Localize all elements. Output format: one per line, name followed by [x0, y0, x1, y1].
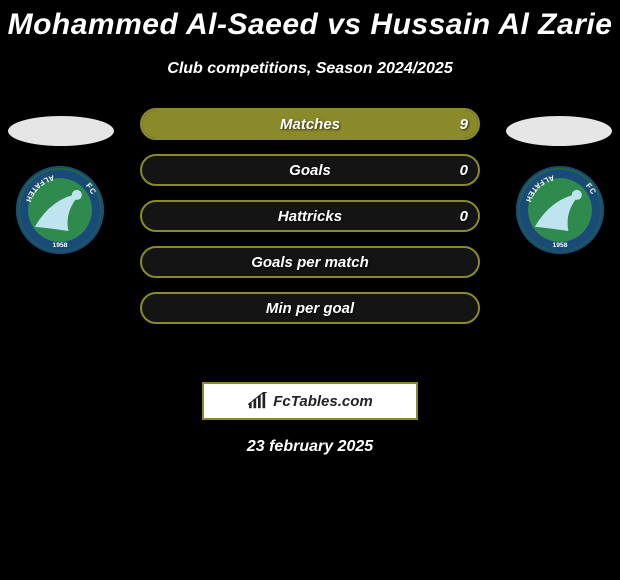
alfateh-badge-icon: ALFATEH FC 1958 [18, 168, 102, 252]
date-label: 23 february 2025 [0, 438, 620, 456]
country-flag-left [8, 116, 114, 146]
club-badge-right: ALFATEH FC 1958 [516, 166, 604, 254]
bar-chart-icon [247, 392, 269, 410]
stat-bar: Min per goal [140, 292, 480, 324]
stat-bar-label: Min per goal [266, 300, 354, 317]
country-flag-right [506, 116, 612, 146]
stat-bar: Hattricks 0 [140, 200, 480, 232]
stat-bar-label: Hattricks [278, 208, 342, 225]
svg-text:1958: 1958 [553, 242, 568, 249]
stat-bar: Matches 9 [140, 108, 480, 140]
stat-bar-right-value: 0 [460, 162, 468, 179]
comparison-area: ALFATEH FC 1958 ALFATEH FC 1958 Matches 9… [0, 108, 620, 368]
club-badge-left: ALFATEH FC 1958 [16, 166, 104, 254]
brand-label: FcTables.com [273, 393, 372, 410]
svg-text:1958: 1958 [53, 242, 68, 249]
stat-bar-label: Goals [289, 162, 331, 179]
stat-bar-label: Matches [280, 116, 340, 133]
stat-bars: Matches 9 Goals 0 Hattricks 0 Goals per match M… [140, 108, 480, 324]
brand-box: FcTables.com [202, 382, 418, 420]
page-title: Mohammed Al-Saeed vs Hussain Al Zarie [0, 0, 620, 42]
alfateh-badge-icon: ALFATEH FC 1958 [518, 168, 602, 252]
stat-bar-right-value: 9 [460, 116, 468, 133]
stat-bar-right-value: 0 [460, 208, 468, 225]
stat-bar: Goals 0 [140, 154, 480, 186]
page-subtitle: Club competitions, Season 2024/2025 [0, 60, 620, 78]
stat-bar: Goals per match [140, 246, 480, 278]
stat-bar-label: Goals per match [251, 254, 369, 271]
